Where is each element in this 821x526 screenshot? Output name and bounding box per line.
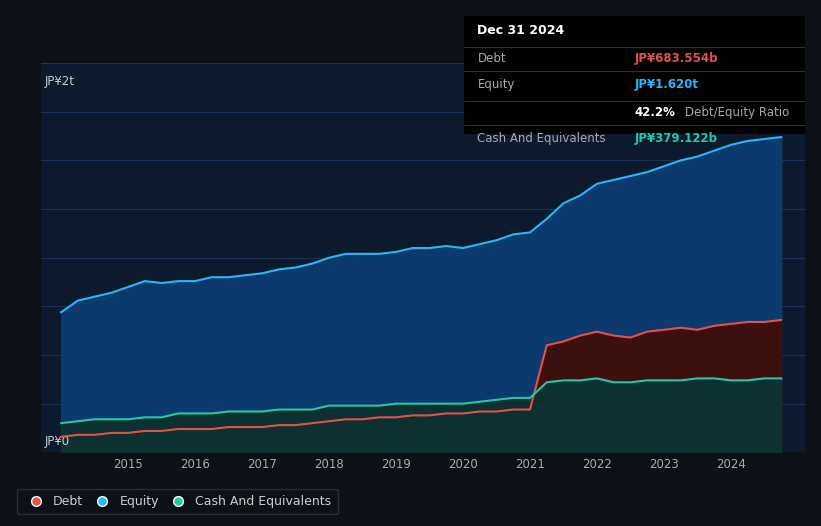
Text: Debt: Debt bbox=[478, 53, 506, 65]
Text: Cash And Equivalents: Cash And Equivalents bbox=[478, 133, 606, 145]
Text: JP¥379.122b: JP¥379.122b bbox=[635, 133, 718, 145]
Legend: Debt, Equity, Cash And Equivalents: Debt, Equity, Cash And Equivalents bbox=[16, 489, 337, 514]
Text: 42.2%: 42.2% bbox=[635, 106, 675, 119]
Text: JP¥2t: JP¥2t bbox=[45, 75, 75, 88]
Text: JP¥683.554b: JP¥683.554b bbox=[635, 53, 718, 65]
Text: Debt/Equity Ratio: Debt/Equity Ratio bbox=[686, 106, 790, 119]
Text: Equity: Equity bbox=[478, 78, 515, 91]
Text: JP¥0: JP¥0 bbox=[45, 436, 70, 449]
Text: JP¥1.620t: JP¥1.620t bbox=[635, 78, 698, 91]
Text: Dec 31 2024: Dec 31 2024 bbox=[478, 24, 565, 37]
